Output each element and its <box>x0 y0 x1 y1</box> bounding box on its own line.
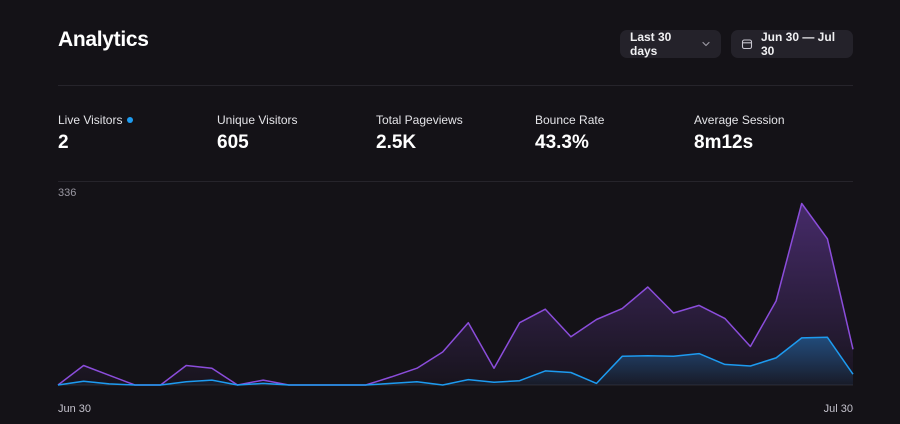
stat-value: 43.3% <box>535 132 589 153</box>
stats-row: Live Visitors 2 Unique Visitors 605 Tota… <box>58 112 853 154</box>
stat-label: Live Visitors <box>58 113 123 127</box>
stat-label: Unique Visitors <box>217 113 298 127</box>
stat-label: Bounce Rate <box>535 113 605 127</box>
visitors-series-area <box>58 337 853 385</box>
date-picker-button[interactable]: Jun 30 — Jul 30 <box>731 30 853 58</box>
chevron-down-icon <box>701 39 711 49</box>
pageviews-series-line <box>57 202 854 386</box>
page-title: Analytics <box>58 28 149 51</box>
header-divider <box>58 85 853 86</box>
x-axis-end-label: Jul 30 <box>823 403 853 415</box>
stat-label: Average Session <box>694 113 785 127</box>
stat-value: 8m12s <box>694 132 754 153</box>
visitors-series-line <box>57 336 854 386</box>
chart-y-max-label: 336 <box>58 187 77 199</box>
x-axis-start-label: Jun 30 <box>58 403 92 415</box>
stat-value: 2.5K <box>376 132 417 153</box>
stats-divider <box>58 181 853 182</box>
stat-value: 605 <box>217 132 249 153</box>
stat-bounce-rate: Bounce Rate 43.3% <box>535 112 694 154</box>
stat-live-visitors: Live Visitors 2 <box>58 112 217 154</box>
date-range-text: Jun 30 — Jul 30 <box>761 30 836 58</box>
date-range-dropdown[interactable]: Last 30 days <box>620 30 721 58</box>
stat-label: Total Pageviews <box>376 113 463 127</box>
calendar-icon <box>741 38 753 50</box>
stat-unique-visitors: Unique Visitors 605 <box>217 112 376 154</box>
stat-total-pageviews: Total Pageviews 2.5K <box>376 112 535 154</box>
pageviews-series-area <box>58 203 853 385</box>
live-indicator-dot <box>127 117 134 123</box>
stat-value: 2 <box>58 132 69 153</box>
header-controls: Last 30 days Jun 30 — Jul 30 <box>620 30 853 58</box>
stat-average-session: Average Session 8m12s <box>694 112 853 154</box>
date-range-label: Last 30 days <box>630 30 672 58</box>
